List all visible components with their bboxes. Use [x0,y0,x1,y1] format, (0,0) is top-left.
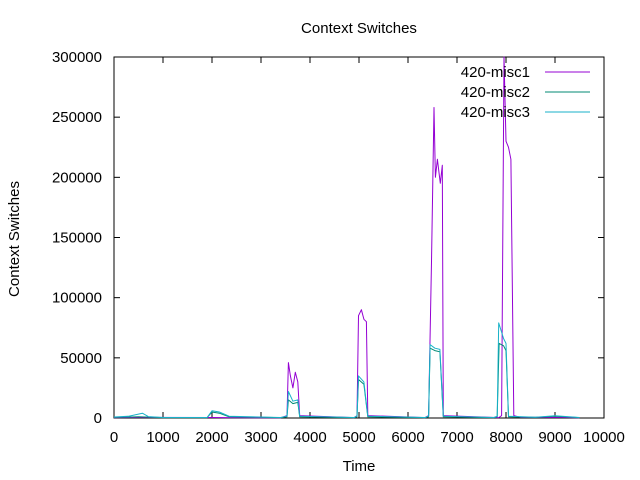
y-tick-label: 150000 [52,230,102,247]
x-tick-label: 8000 [489,429,522,446]
x-tick-label: 9000 [538,429,571,446]
y-tick-label: 200000 [52,169,102,186]
legend-label: 420-misc3 [461,104,530,121]
y-tick-label: 100000 [52,290,102,307]
x-tick-label: 2000 [195,429,228,446]
x-tick-label: 10000 [583,429,625,446]
x-tick-label: 1000 [146,429,179,446]
x-tick-label: 3000 [244,429,277,446]
x-tick-label: 7000 [440,429,473,446]
x-tick-label: 6000 [391,429,424,446]
axes: 0 1000 2000 3000 4000 5000 6000 7000 8000 9000 100… [52,49,625,446]
y-axis-label: Context Switches [6,181,23,297]
legend: 420-misc1 420-misc2 420-misc3 [461,64,590,121]
y-tick-label: 300000 [52,49,102,66]
legend-label: 420-misc1 [461,64,530,81]
x-tick-label: 0 [110,429,118,446]
x-tick-label: 5000 [342,429,375,446]
y-tick-label: 0 [94,410,102,427]
y-tick-label: 250000 [52,109,102,126]
series-line-420-misc3 [113,322,580,418]
plot-frame [113,56,605,419]
series-layer [113,56,580,419]
x-tick-label: 4000 [293,429,326,446]
y-tick-label: 50000 [60,350,102,367]
x-axis-label: Time [343,458,376,475]
chart-title: Context Switches [301,20,417,37]
legend-label: 420-misc2 [461,84,530,101]
series-line-420-misc2 [113,342,580,419]
